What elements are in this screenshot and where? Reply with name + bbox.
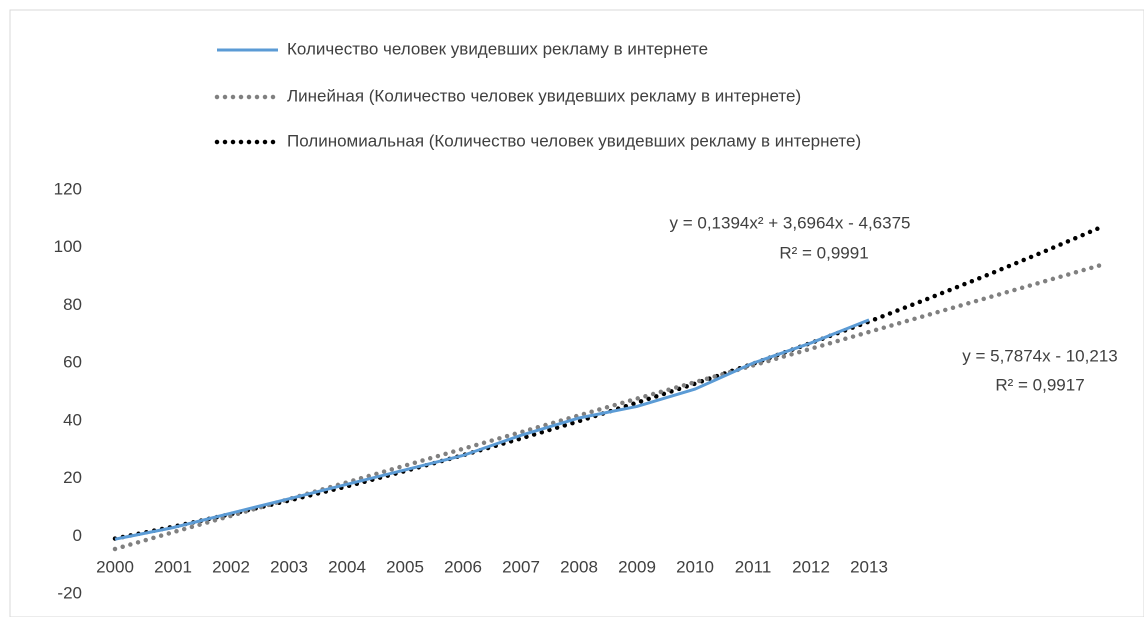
annotation: R² = 0,9917 [995, 375, 1084, 394]
x-tick-label: 2006 [444, 557, 482, 576]
x-tick-label: 2002 [212, 557, 250, 576]
y-tick-label: 40 [63, 410, 82, 429]
series-line [114, 318, 870, 541]
x-tick-label: 2000 [96, 557, 134, 576]
y-tick-label: 80 [63, 295, 82, 314]
y-tick-label: 120 [54, 179, 82, 198]
legend-label: Линейная (Количество человек увидевших р… [287, 86, 801, 105]
x-tick-label: 2010 [676, 557, 714, 576]
y-tick-label: 0 [73, 526, 82, 545]
legend-label: Полиномиальная (Количество человек увиде… [287, 131, 861, 150]
x-tick-label: 2004 [328, 557, 366, 576]
x-tick-label: 2013 [850, 557, 888, 576]
x-tick-label: 2009 [618, 557, 656, 576]
y-tick-label: 20 [63, 468, 82, 487]
annotation: y = 0,1394x² + 3,6964x - 4,6375 [669, 213, 910, 232]
y-tick-label: -20 [57, 583, 82, 602]
y-tick-label: 100 [54, 237, 82, 256]
x-tick-label: 2003 [270, 557, 308, 576]
x-tick-label: 2011 [735, 557, 772, 576]
y-tick-label: 60 [63, 353, 82, 372]
x-tick-label: 2007 [502, 557, 540, 576]
x-tick-label: 2001 [154, 557, 192, 576]
x-tick-label: 2005 [386, 557, 424, 576]
legend-label: Количество человек увидевших рекламу в и… [287, 39, 708, 58]
x-tick-label: 2008 [560, 557, 598, 576]
annotation: y = 5,7874x - 10,213 [962, 346, 1117, 365]
chart-frame [9, 9, 1144, 618]
series-line [112, 224, 1104, 541]
annotation: R² = 0,9991 [779, 243, 868, 262]
x-tick-label: 2012 [792, 557, 830, 576]
series-line [112, 262, 1104, 552]
